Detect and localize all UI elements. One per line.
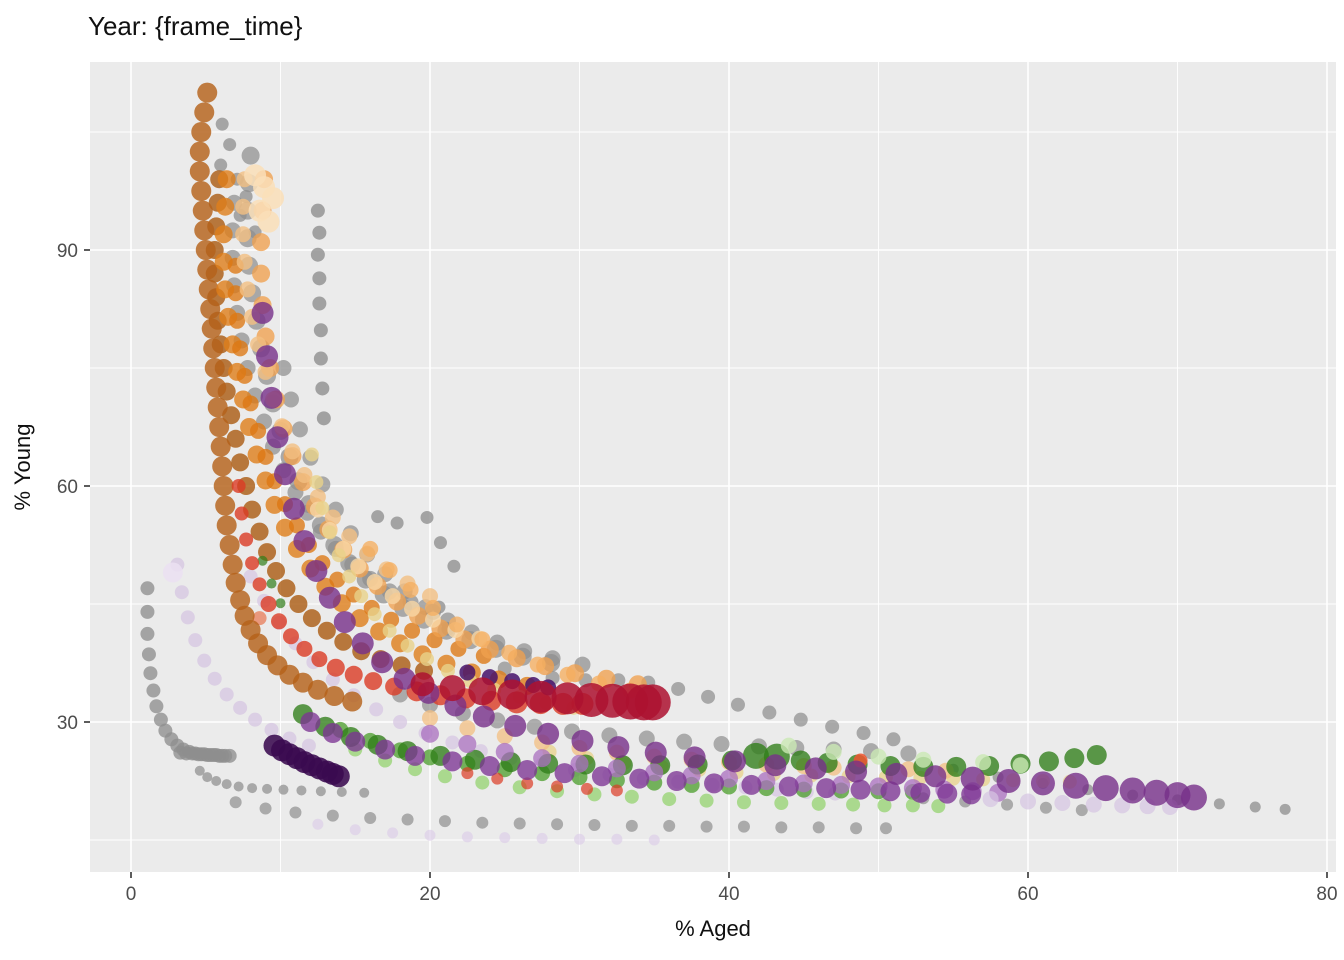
series-gray-bottom-band <box>229 796 892 835</box>
x-tick-label: 80 <box>1316 884 1337 905</box>
y-axis-title: % Young <box>10 424 35 511</box>
series-palepeach-top-cluster <box>244 164 285 233</box>
x-tick-label: 60 <box>1017 884 1038 905</box>
y-tick-label: 90 <box>57 241 78 262</box>
series-indigo-blob <box>263 734 350 788</box>
series-crimson-big <box>410 672 671 721</box>
series-red-bottom-short <box>461 767 623 797</box>
series-lavender-left <box>170 557 316 753</box>
y-tick-label: 30 <box>57 713 78 734</box>
axis-tick-labels: 0 20 40 60 80 30 60 90 <box>57 241 1338 905</box>
series-pale-lavender-dot <box>162 562 183 583</box>
y-tick-label: 60 <box>57 477 78 498</box>
series-gray-outlier-column <box>310 203 331 426</box>
series-lavender-bottom <box>312 818 660 846</box>
series-gray-hook <box>140 581 237 763</box>
plot-title: Year: {frame_time} <box>88 11 303 41</box>
series-lightgreen-band <box>348 742 946 814</box>
x-axis-title: % Aged <box>675 916 751 941</box>
series-darkorange-main <box>189 82 363 712</box>
series-gray-hook-tail <box>194 765 370 798</box>
plot-panel <box>90 62 1336 872</box>
series-purple-main <box>251 301 1207 811</box>
x-tick-label: 0 <box>126 884 137 905</box>
series-palegreen-dots <box>780 737 1029 774</box>
x-tick-label: 40 <box>718 884 739 905</box>
series-darkgreen-upper-dots <box>257 555 286 609</box>
x-tick-label: 20 <box>419 884 440 905</box>
data-points <box>140 82 1291 846</box>
axis-tick-marks <box>84 249 1328 878</box>
series-purple-bottom-band <box>300 712 982 805</box>
